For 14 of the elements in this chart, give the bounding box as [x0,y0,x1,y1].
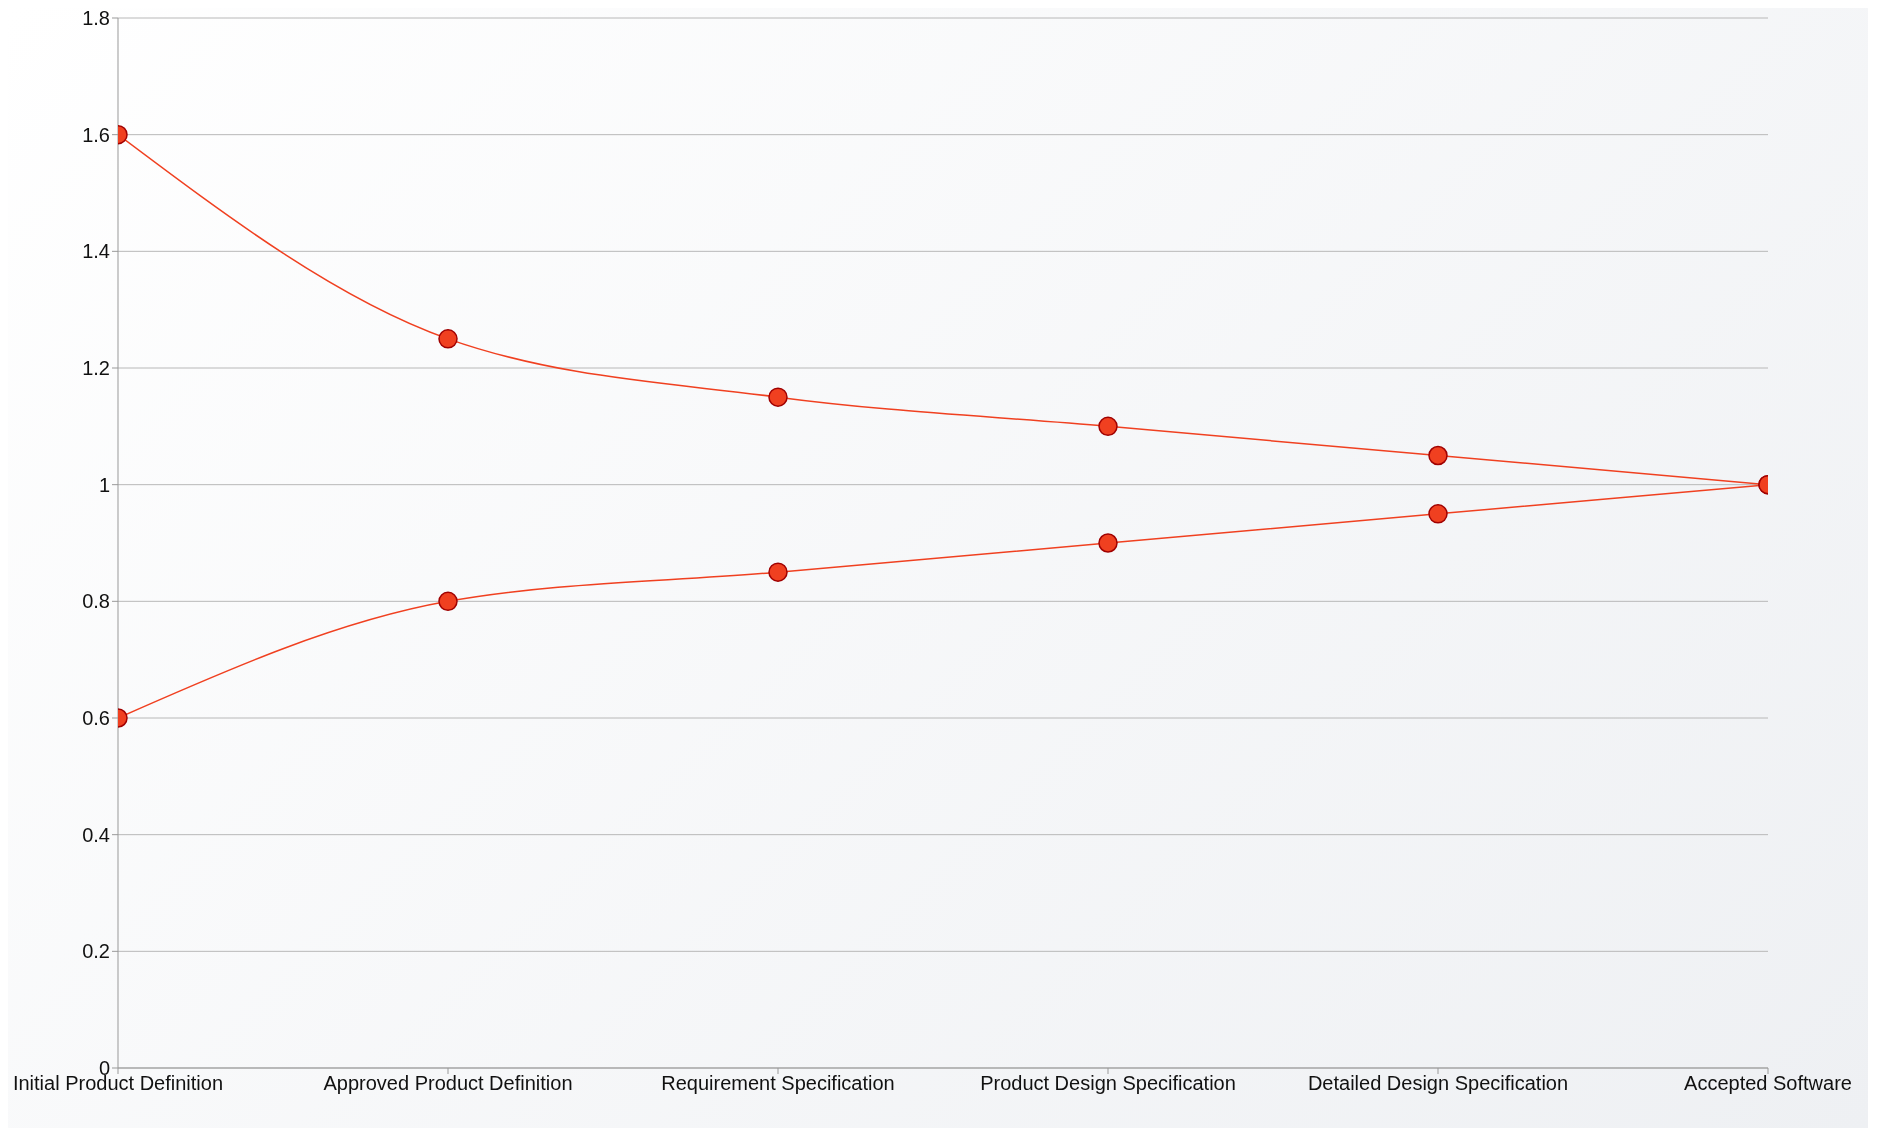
y-tick-label: 0.8 [82,590,110,613]
y-tick-label: 1.8 [82,7,110,30]
y-tick-label: 1.6 [82,123,110,146]
y-tick-label: 0.6 [82,707,110,730]
y-tick-label: 1 [98,473,110,496]
y-tick-label: 0.4 [82,823,110,846]
x-tick-label: Approved Product Definition [323,1072,573,1095]
x-tick-label: Requirement Specification [661,1072,895,1095]
y-tick-label: 1.4 [82,240,110,263]
y-tick-label: 0.2 [82,940,110,963]
y-tick-label: 1.2 [82,357,110,380]
x-tick-label: Accepted Software [1684,1072,1852,1095]
x-tick-label: Detailed Design Specification [1307,1072,1569,1095]
x-tick-label: Product Design Specification [980,1072,1236,1095]
